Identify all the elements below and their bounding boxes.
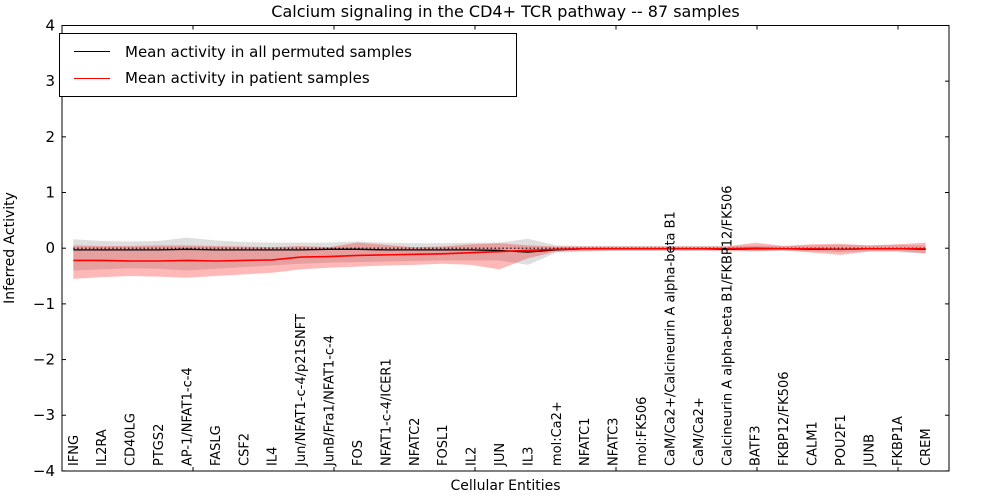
chart-title: Calcium signaling in the CD4+ TCR pathwa… [271, 2, 740, 21]
y-tick-label: −3 [33, 406, 55, 424]
x-category-label: FASLG [209, 425, 224, 466]
x-category-label: AP-1/NFAT1-c-4 [180, 367, 195, 466]
x-category-label: CREM [919, 428, 934, 466]
x-category-label: NFATC2 [408, 418, 423, 466]
patient-mean-line [73, 247, 926, 262]
x-category-label: IL2 [465, 447, 480, 466]
x-category-label: Jun/NFAT1-c-4/p21SNFT [294, 314, 309, 467]
legend: Mean activity in all permuted samples Me… [59, 33, 517, 97]
y-tick-label: −1 [33, 295, 55, 313]
x-category-label: Calcineurin A alpha-beta B1/FKBP12/FK506 [720, 186, 735, 466]
y-tick-label: 1 [45, 184, 55, 202]
x-category-label: CaM/Ca2+ [692, 397, 707, 466]
permuted-band [73, 237, 926, 271]
legend-row-permuted: Mean activity in all permuted samples [60, 43, 516, 61]
x-category-label: mol:FK506 [635, 397, 650, 466]
x-category-label: CaM/Ca2+/Calcineurin A alpha-beta B1 [663, 211, 678, 466]
x-category-label: JUNB [862, 434, 877, 467]
y-axis-label: Inferred Activity [2, 192, 18, 304]
x-category-label: FOS [351, 440, 366, 466]
x-category-label: CALM1 [806, 421, 821, 466]
x-category-label: IFNG [67, 435, 82, 466]
legend-line-permuted-icon [74, 51, 110, 53]
x-category-label: JUN [493, 443, 508, 467]
x-category-label: POU2F1 [834, 414, 849, 466]
x-axis-label: Cellular Entities [450, 478, 561, 494]
x-category-label: PTGS2 [152, 424, 167, 466]
x-category-label: IL4 [266, 447, 281, 466]
x-category-label: FKBP12/FK506 [777, 372, 792, 467]
legend-label-patient: Mean activity in patient samples [125, 69, 370, 88]
x-category-label: NFATC3 [607, 418, 622, 466]
x-category-label: CSF2 [237, 433, 252, 466]
legend-row-patient: Mean activity in patient samples [60, 69, 516, 87]
x-category-label: mol:Ca2+ [550, 401, 565, 466]
legend-line-patient-icon [74, 77, 110, 79]
x-category-label: FOSL1 [436, 425, 451, 466]
y-tick-labels: 4 3 2 1 0 −1 −2 −3 −4 [33, 16, 55, 479]
tick-marks [62, 24, 949, 472]
x-category-label: IL3 [521, 447, 536, 466]
x-category-labels: IFNG IL2RA CD40LG PTGS2 AP-1/NFAT1-c-4 FASLG C… [67, 186, 934, 467]
legend-label-permuted: Mean activity in all permuted samples [125, 42, 412, 61]
patient-band [73, 242, 926, 279]
x-category-label: IL2RA [95, 429, 110, 466]
x-category-label: BATF3 [749, 426, 764, 467]
y-tick-label: −2 [33, 351, 55, 369]
x-category-label: CD40LG [124, 413, 139, 466]
x-category-label: JunB/Fra1/NFAT1-c-4 [323, 335, 338, 467]
y-tick-label: −4 [33, 462, 55, 480]
x-category-label: NFATC1 [578, 418, 593, 466]
mean-lines [73, 247, 926, 262]
y-tick-label: 0 [45, 239, 55, 257]
y-tick-label: 2 [45, 128, 55, 146]
x-category-label: FKBP1A [891, 416, 906, 466]
x-category-label: NFAT1-c-4/ICER1 [379, 358, 394, 466]
confidence-bands [73, 237, 926, 279]
y-tick-label: 3 [45, 72, 55, 90]
y-tick-label: 4 [45, 16, 55, 34]
